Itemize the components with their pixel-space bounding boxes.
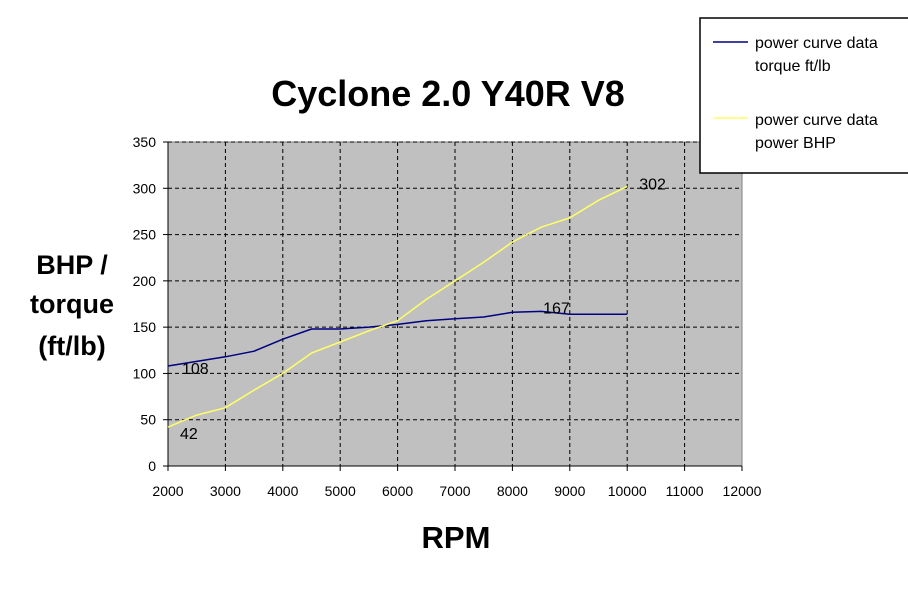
y-axis-label-line-3: (ft/lb) [38, 331, 105, 361]
x-tick-label: 12000 [723, 483, 762, 499]
y-axis-label-line-1: BHP / [36, 250, 108, 280]
x-tick-label: 10000 [608, 483, 647, 499]
axes [163, 141, 743, 471]
data-label: 42 [180, 426, 198, 443]
y-tick-label: 100 [133, 365, 157, 381]
chart-title: Cyclone 2.0 Y40R V8 [271, 73, 625, 114]
data-labels: 108 167 42 302 [180, 176, 666, 443]
y-tick-label: 50 [140, 412, 156, 428]
x-tick-label: 9000 [554, 483, 585, 499]
data-label: 302 [639, 176, 666, 193]
x-tick-label: 2000 [152, 483, 183, 499]
legend-box [699, 17, 908, 174]
data-label: 167 [543, 300, 570, 317]
legend-label-torque-line-1: power curve data [755, 35, 878, 52]
y-tick-label: 300 [133, 180, 157, 196]
x-tick-label: 7000 [439, 483, 470, 499]
legend-label-torque-line-2: torque ft/lb [755, 58, 831, 75]
legend: power curve data torque ft/lb power curv… [699, 17, 908, 174]
x-tick-label: 11000 [666, 483, 704, 499]
series-line-power [167, 185, 628, 428]
x-axis-label: RPM [422, 520, 491, 555]
y-axis-label-line-2: torque [30, 289, 114, 319]
y-axis-label: BHP / torque (ft/lb) [30, 250, 114, 361]
x-tick-label: 6000 [382, 483, 413, 499]
data-label: 108 [182, 361, 209, 378]
legend-label-power-line-2: power BHP [755, 135, 836, 152]
x-tick-label: 3000 [210, 483, 241, 499]
x-tick-label: 5000 [325, 483, 356, 499]
x-tick-label: 8000 [497, 483, 528, 499]
y-tick-label: 150 [133, 319, 157, 335]
series-lines [167, 185, 628, 428]
series-line-torque [167, 310, 628, 367]
y-tick-label: 350 [133, 134, 157, 150]
x-tick-labels: 2000 3000 4000 5000 6000 7000 8000 9000 10000 110… [152, 483, 761, 499]
y-tick-label: 250 [133, 227, 157, 243]
legend-label-power-line-1: power curve data [755, 112, 878, 129]
y-tick-label: 0 [148, 458, 156, 474]
y-tick-label: 200 [133, 273, 157, 289]
y-tick-labels: 0 50 100 150 200 250 300 350 [133, 134, 157, 474]
x-tick-label: 4000 [267, 483, 298, 499]
